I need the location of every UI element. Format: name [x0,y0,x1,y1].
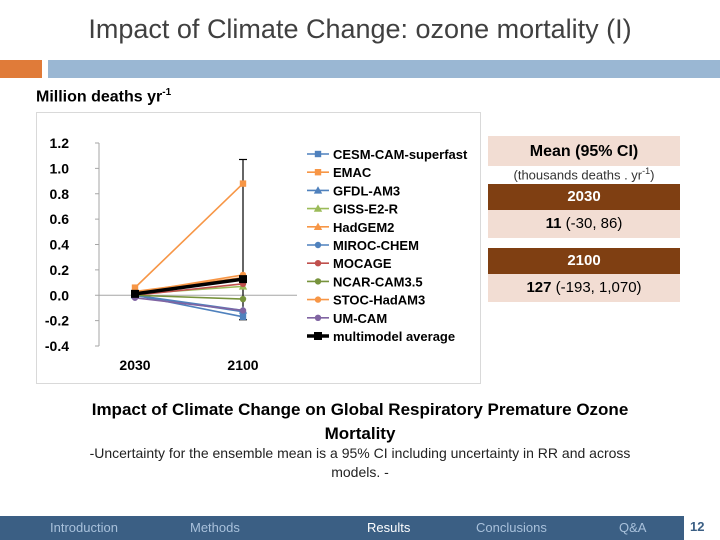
legend-label: NCAR-CAM3.5 [333,274,423,289]
nav-results[interactable]: Results [367,520,411,535]
data-point [131,289,139,298]
stats-units-end: ) [650,167,655,183]
y-tick-label: -0.4 [45,338,69,354]
caption-line-2: Mortality [324,424,396,443]
series-line [134,296,244,312]
series-line [134,294,244,318]
stats-units-sup: -1 [642,166,651,176]
stats-mean-units: (thousands deaths . yr-1) [488,166,680,184]
stats-mean-header: Mean (95% CI) [488,136,680,166]
legend-marker [314,278,322,285]
x-tick-label: 2100 [227,357,258,373]
year-2030-value: 11 (-30, 86) [488,210,680,238]
chart-frame: 1.2 1.0 0.8 0.6 0.4 0.2 0.0 -0.2 -0.4 2030 2100 CES… [36,112,481,384]
nav-conclusions[interactable]: Conclusions [476,520,547,535]
year-2030-mean: 11 [545,215,562,232]
legend-marker [313,222,323,230]
year-2030-ci: (-30, 86) [561,215,623,232]
x-tick-label: 2030 [119,357,150,373]
legend-label: MIROC-CHEM [333,238,419,253]
year-2100-header: 2100 [488,248,680,274]
accent-bar-right [48,60,720,78]
footer-nav: Introduction Methods Results Conclusions… [0,516,684,540]
legend-label: GISS-E2-R [333,202,399,217]
nav-qa[interactable]: Q&A [619,520,647,535]
data-point [239,313,247,321]
y-tick-label: -0.2 [45,313,69,329]
legend-marker [314,241,322,249]
year-2100-value: 127 (-193, 1,070) [488,274,680,302]
series-line [134,283,244,297]
legend-marker [314,332,322,340]
units-main: Million deaths yr [36,88,163,106]
legend-marker [314,260,322,267]
y-tick-label: 0.0 [50,287,70,303]
stats-box: Mean (95% CI) (thousands deaths . yr-1) … [488,136,680,302]
legend-marker [314,296,322,303]
units-sup: -1 [162,87,172,98]
legend-marker [314,314,322,321]
legend-label: EMAC [333,165,372,180]
series-line [134,294,244,300]
y-tick-label: 0.6 [50,211,70,227]
legend-marker [314,169,322,176]
year-2030-header: 2030 [488,184,680,210]
y-tick-label: 1.0 [50,160,70,176]
series-line [134,183,244,289]
y-tick-label: 0.4 [50,237,70,253]
accent-bar-left [0,60,42,78]
note-line-1: -Uncertainty for the ensemble mean is a … [89,445,631,461]
legend-marker [314,150,322,158]
legend-label: STOC-HadAM3 [333,293,425,308]
data-point [239,307,247,314]
uncertainty-note: -Uncertainty for the ensemble mean is a … [30,444,690,482]
year-2100-ci: (-193, 1,070) [551,279,642,296]
y-tick-label: 1.2 [50,135,70,151]
nav-methods[interactable]: Methods [190,520,240,535]
legend-label: HadGEM2 [333,220,394,235]
legend-label: GFDL-AM3 [333,183,400,198]
y-tick-label: 0.8 [50,186,70,202]
chart-caption: Impact of Climate Change on Global Respi… [30,398,690,446]
legend-marker [313,204,323,212]
note-line-2: models. - [331,464,389,480]
nav-introduction[interactable]: Introduction [50,520,118,535]
legend-label: multimodel average [333,329,455,344]
caption-line-1: Impact of Climate Change on Global Respi… [91,400,629,419]
y-tick-label: 0.2 [50,262,70,278]
slide-title: Impact of Climate Change: ozone mortalit… [88,14,632,44]
year-2100-mean: 127 [526,279,552,296]
legend-label: CESM-CAM-superfast [333,147,468,162]
legend-label: UM-CAM [333,311,387,326]
data-point [239,275,247,284]
data-point [239,295,247,303]
data-point [239,180,247,187]
units-label: Million deaths yr-1 [36,87,171,106]
stats-units-main: (thousands deaths . yr [513,167,643,183]
legend-label: MOCAGE [333,256,392,271]
legend-marker [313,186,323,194]
page-number: 12 [690,519,705,534]
mortality-line-chart: 1.2 1.0 0.8 0.6 0.4 0.2 0.0 -0.2 -0.4 2030 2100 CES… [45,135,468,373]
series-line [134,277,244,296]
